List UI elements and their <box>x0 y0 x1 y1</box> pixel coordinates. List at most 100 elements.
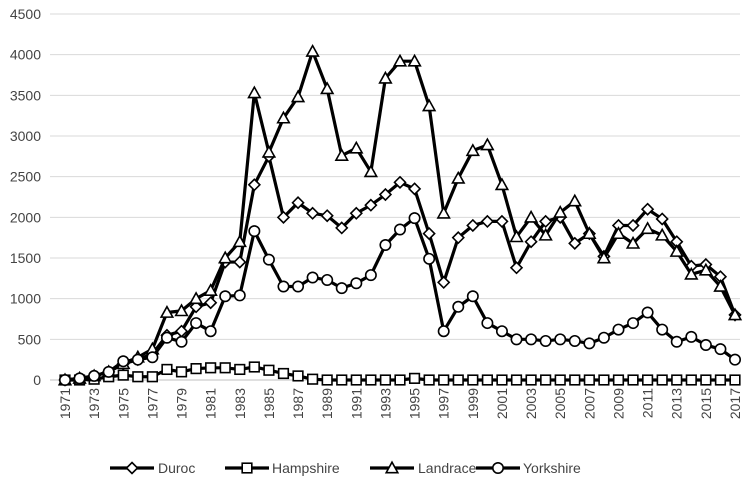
data-point <box>640 221 655 235</box>
x-tick-label: 2009 <box>610 388 626 419</box>
x-tick-label: 1981 <box>203 388 219 419</box>
data-point <box>465 143 480 157</box>
x-tick-label: 1977 <box>144 388 160 419</box>
data-point <box>554 374 566 386</box>
data-point <box>641 306 654 319</box>
data-point <box>481 317 494 330</box>
x-tick-label: 2011 <box>640 388 656 418</box>
data-point <box>263 364 275 376</box>
data-point <box>204 296 218 310</box>
data-point <box>597 331 610 344</box>
y-tick-label: 500 <box>18 331 42 347</box>
x-tick-label: 1975 <box>115 388 131 419</box>
legend-label: Duroc <box>158 460 195 476</box>
y-axis: 0 500 1000 1500 2000 2500 3000 3500 4000 4500 <box>10 6 41 388</box>
x-tick-label: 1983 <box>232 388 248 419</box>
data-point <box>567 193 582 207</box>
data-point <box>117 355 130 368</box>
data-point <box>642 374 654 386</box>
data-point <box>248 225 261 238</box>
data-point <box>452 374 464 386</box>
data-point <box>131 353 144 366</box>
data-point <box>334 148 349 161</box>
data-point <box>583 337 596 350</box>
data-point <box>132 371 144 383</box>
data-point <box>305 43 320 57</box>
data-point <box>276 110 291 124</box>
data-point <box>728 353 741 366</box>
data-point <box>714 343 727 356</box>
data-point <box>335 282 348 295</box>
y-tick-label: 0 <box>33 372 41 388</box>
data-point <box>700 374 712 386</box>
x-tick-label: 1985 <box>261 388 277 419</box>
data-point <box>612 374 625 386</box>
x-tick-label: 1997 <box>436 388 452 419</box>
data-point <box>102 365 115 378</box>
data-point <box>350 277 363 290</box>
data-point <box>190 363 202 375</box>
data-point <box>684 266 699 280</box>
data-point <box>378 70 393 84</box>
data-point <box>554 333 567 346</box>
data-point <box>509 261 524 275</box>
data-point <box>525 374 537 386</box>
data-point <box>699 339 712 352</box>
data-point <box>307 373 319 385</box>
data-point <box>685 330 698 343</box>
data-point <box>393 175 407 189</box>
data-point <box>320 209 334 223</box>
data-point <box>685 374 697 386</box>
data-point <box>467 374 479 386</box>
data-point <box>437 275 451 290</box>
data-point <box>175 335 188 348</box>
data-point <box>452 300 465 313</box>
data-point <box>175 366 188 378</box>
data-point <box>656 323 669 336</box>
data-point <box>320 81 335 95</box>
data-point <box>671 374 683 386</box>
data-point <box>305 206 320 220</box>
data-point <box>291 196 305 210</box>
data-point <box>568 334 581 347</box>
x-tick-label: 1993 <box>377 388 393 419</box>
data-point <box>510 374 523 386</box>
data-point <box>349 206 363 220</box>
legend-item-hampshire: Hampshire <box>225 460 340 476</box>
data-point <box>438 374 450 386</box>
data-point <box>363 164 379 178</box>
data-point <box>640 202 655 216</box>
y-tick-label: 2000 <box>10 209 41 225</box>
data-point <box>378 187 393 202</box>
legend-label: Yorkshire <box>523 460 581 476</box>
data-point <box>495 325 508 338</box>
data-point <box>73 372 86 385</box>
x-tick-label: 2015 <box>698 388 714 419</box>
legend-label: Landrace <box>418 460 477 476</box>
data-point <box>423 252 436 265</box>
data-point <box>321 273 334 286</box>
data-point <box>713 279 728 292</box>
gridlines <box>50 13 740 340</box>
legend-marker <box>241 462 253 474</box>
data-point <box>714 374 727 386</box>
data-point <box>393 223 406 236</box>
data-point <box>379 238 392 251</box>
series-yorkshire <box>58 212 741 386</box>
x-tick-label: 2001 <box>494 388 510 419</box>
data-point <box>524 235 538 249</box>
data-point <box>276 210 291 224</box>
x-tick-label: 1971 <box>57 388 73 419</box>
data-point <box>495 214 509 229</box>
x-tick-label: 1995 <box>407 388 423 419</box>
series-lines <box>57 43 743 387</box>
data-point <box>626 218 640 233</box>
legend-item-landrace: Landrace <box>370 460 477 476</box>
data-point <box>203 283 218 296</box>
x-tick-label: 1973 <box>86 388 102 419</box>
data-point <box>698 262 714 276</box>
data-point <box>218 250 233 264</box>
data-point <box>247 178 261 192</box>
legend-label: Hampshire <box>272 460 340 476</box>
